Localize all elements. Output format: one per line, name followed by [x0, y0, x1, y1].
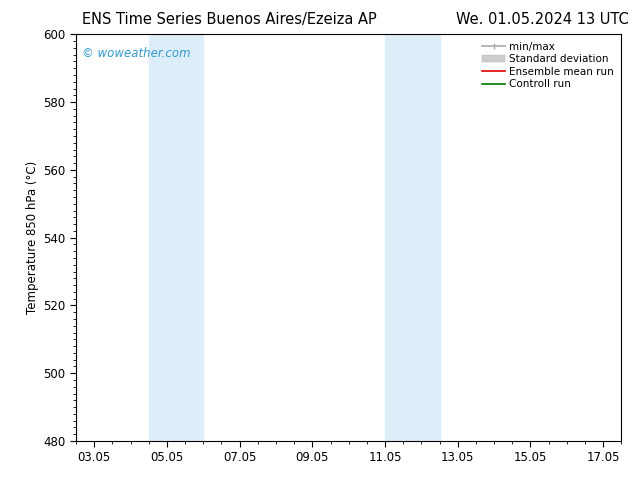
- Text: © woweather.com: © woweather.com: [82, 47, 190, 59]
- Legend: min/max, Standard deviation, Ensemble mean run, Controll run: min/max, Standard deviation, Ensemble me…: [480, 40, 616, 92]
- Y-axis label: Temperature 850 hPa (°C): Temperature 850 hPa (°C): [26, 161, 39, 314]
- Text: We. 01.05.2024 13 UTC: We. 01.05.2024 13 UTC: [456, 12, 629, 27]
- Text: ENS Time Series Buenos Aires/Ezeiza AP: ENS Time Series Buenos Aires/Ezeiza AP: [82, 12, 377, 27]
- Bar: [149, 34, 204, 441]
- Bar: [385, 34, 439, 441]
